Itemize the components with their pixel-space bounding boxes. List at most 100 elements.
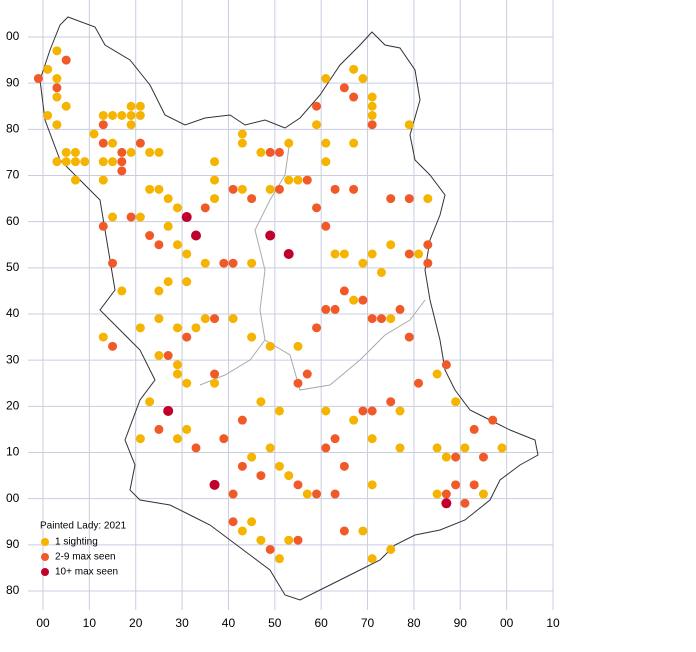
sighting-dot — [432, 369, 442, 379]
sighting-dot — [302, 175, 312, 185]
sighting-dot — [451, 452, 461, 462]
sighting-dot — [386, 314, 396, 324]
sighting-dot — [52, 83, 62, 93]
sighting-dot — [237, 138, 247, 148]
sighting-dot — [339, 526, 349, 536]
sighting-dot — [237, 415, 247, 425]
sighting-dot — [358, 295, 368, 305]
sighting-dot — [349, 295, 359, 305]
sighting-dot — [98, 157, 108, 167]
x-tick-label: 60 — [315, 616, 329, 630]
sighting-dot — [210, 194, 220, 204]
sighting-dot — [274, 461, 284, 471]
sighting-dot — [469, 424, 479, 434]
x-tick-label: 30 — [175, 616, 189, 630]
sighting-dot — [441, 498, 452, 509]
legend-label: 2-9 max seen — [55, 552, 116, 563]
sighting-dot — [117, 286, 127, 296]
sighting-dot — [349, 92, 359, 102]
sighting-dot — [330, 184, 340, 194]
sighting-dot — [367, 314, 377, 324]
sighting-dot — [349, 184, 359, 194]
y-tick-label: 00 — [6, 491, 20, 505]
sighting-dot — [321, 157, 331, 167]
sighting-dot — [117, 166, 127, 176]
sighting-dot — [172, 323, 182, 333]
sighting-dot — [321, 406, 331, 416]
sighting-dot — [312, 323, 322, 333]
sighting-dot — [135, 101, 145, 111]
sighting-dot — [423, 194, 433, 204]
sighting-dot — [237, 184, 247, 194]
sighting-dot — [284, 175, 294, 185]
sighting-dot — [330, 249, 340, 259]
grid: 00 10 20 30 40 50 60 70 80 90 00 10 00 90 80 70 60 50 40 30… — [6, 0, 560, 630]
sighting-dot — [321, 304, 331, 314]
sighting-dot — [274, 147, 284, 157]
sighting-dot — [293, 535, 303, 545]
sighting-dot — [265, 341, 275, 351]
sighting-dot — [145, 147, 155, 157]
sighting-dot — [43, 110, 53, 120]
sighting-dot — [98, 221, 108, 231]
sighting-dot — [237, 129, 247, 139]
sighting-dot — [284, 138, 294, 148]
sightings — [33, 46, 507, 564]
y-tick-label: 30 — [6, 352, 20, 366]
sighting-dot — [191, 323, 201, 333]
sighting-dot — [163, 277, 173, 287]
sighting-dot — [414, 249, 424, 259]
sighting-dot — [265, 230, 276, 241]
sighting-dot — [274, 554, 284, 564]
sighting-dot — [135, 212, 145, 222]
sighting-dot — [247, 332, 257, 342]
sighting-dot — [376, 267, 386, 277]
y-tick-label: 80 — [6, 583, 20, 597]
sighting-dot — [172, 434, 182, 444]
sighting-dot — [432, 489, 442, 499]
sighting-dot — [80, 157, 90, 167]
sighting-dot — [191, 443, 201, 453]
sighting-dot — [367, 434, 377, 444]
sighting-dot — [358, 74, 368, 84]
sighting-dot — [339, 461, 349, 471]
sighting-dot — [469, 480, 479, 490]
sighting-dot — [154, 314, 164, 324]
legend-label: 1 sighting — [55, 537, 98, 548]
sighting-dot — [98, 110, 108, 120]
sighting-dot — [404, 249, 414, 259]
x-tick-label: 10 — [546, 616, 560, 630]
sighting-dot — [367, 120, 377, 130]
sighting-dot — [98, 138, 108, 148]
sighting-dot — [191, 230, 201, 241]
sighting-dot — [497, 443, 507, 453]
sighting-dot — [312, 489, 322, 499]
y-tick-label: 40 — [6, 306, 20, 320]
sighting-dot — [117, 110, 127, 120]
sighting-dot — [256, 147, 266, 157]
x-tick-label: 20 — [129, 616, 143, 630]
sighting-dot — [284, 471, 294, 481]
sighting-dot — [52, 120, 62, 130]
sighting-dot — [460, 498, 470, 508]
sighting-dot — [135, 138, 145, 148]
x-tick-label: 00 — [36, 616, 50, 630]
sighting-dot — [154, 240, 164, 250]
sighting-dot — [330, 304, 340, 314]
legend-label: 10+ max seen — [55, 567, 118, 578]
x-tick-label: 00 — [500, 616, 514, 630]
sighting-dot — [200, 203, 210, 213]
sighting-dot — [256, 471, 266, 481]
x-tick-label: 90 — [454, 616, 468, 630]
sighting-dot — [321, 138, 331, 148]
sighting-dot — [358, 526, 368, 536]
sighting-dot — [293, 175, 303, 185]
sighting-dot — [154, 424, 164, 434]
sighting-dot — [265, 443, 275, 453]
legend: Painted Lady: 2021 1 sighting 2-9 max see… — [40, 521, 127, 578]
sighting-dot — [200, 314, 210, 324]
sighting-dot — [228, 314, 238, 324]
sighting-dot — [349, 64, 359, 74]
